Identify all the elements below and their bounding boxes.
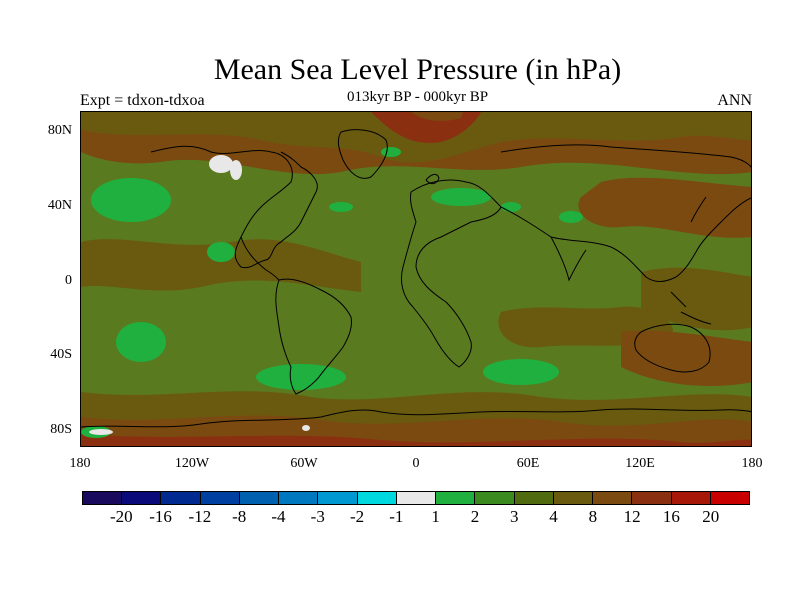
- anomaly-region: [81, 239, 361, 292]
- colorbar-box: [279, 492, 319, 504]
- anomaly-region: [621, 330, 751, 386]
- coastline: [670, 196, 712, 325]
- colorbar-box: [318, 492, 358, 504]
- colorbar-label: -8: [232, 507, 247, 526]
- season-label: ANN: [717, 92, 752, 109]
- anomaly-region: [207, 242, 235, 262]
- anomaly-region: [501, 202, 521, 212]
- colorbar-box: [239, 492, 280, 504]
- anomaly-region: [230, 160, 242, 180]
- colorbar: [82, 491, 750, 505]
- colorbar-label: -2: [349, 507, 365, 526]
- colorbar-label: 16: [662, 507, 680, 526]
- colorbar-box: [83, 492, 123, 504]
- lon-label-120w: 120W: [174, 456, 210, 471]
- anomaly-region: [81, 434, 751, 446]
- colorbar-box: [710, 492, 749, 504]
- coastline: [337, 129, 388, 179]
- pressure-anomaly-map: [81, 112, 751, 446]
- anomaly-region: [302, 425, 310, 431]
- anomaly-region: [89, 429, 113, 435]
- colorbar-label: -12: [188, 507, 212, 526]
- coastline: [275, 278, 352, 395]
- colorbar-box: [357, 492, 397, 504]
- colorbar-label: 12: [623, 507, 641, 526]
- colorbar-box: [436, 492, 476, 504]
- anomaly-fills: [81, 112, 751, 446]
- colorbar-box: [671, 492, 711, 504]
- colorbar-label: 4: [549, 507, 558, 526]
- lon-label-60e: 60E: [516, 456, 540, 471]
- colorbar-box: [632, 492, 672, 504]
- plot-subtitle: 013kyr BP - 000kyr BP: [346, 89, 489, 105]
- colorbar-box: [396, 492, 437, 504]
- lon-label-120e: 120E: [625, 456, 655, 471]
- lon-label-0: 0: [412, 456, 420, 471]
- anomaly-region: [329, 202, 353, 212]
- anomaly-region: [91, 178, 171, 222]
- colorbar-box: [514, 492, 554, 504]
- colorbar-label: -16: [149, 507, 172, 526]
- colorbar-label: 20: [702, 507, 720, 526]
- colorbar-box: [161, 492, 201, 504]
- anomaly-region: [209, 155, 233, 173]
- lat-label-0: 0: [65, 273, 72, 288]
- coastlines: [81, 129, 751, 428]
- coastline: [150, 145, 318, 269]
- anomaly-region: [411, 112, 463, 121]
- colorbar-label: -3: [310, 507, 325, 526]
- colorbar-box: [475, 492, 515, 504]
- coastline: [634, 323, 711, 373]
- lat-label-80n: 80N: [47, 123, 72, 138]
- lat-label-40s: 40S: [50, 347, 72, 362]
- anomaly-region: [256, 364, 346, 390]
- colorbar-label: -20: [109, 507, 133, 526]
- coastline: [550, 236, 587, 282]
- anomaly-region: [559, 211, 583, 223]
- colorbar-box: [122, 492, 162, 504]
- colorbar-label: 8: [588, 507, 598, 526]
- experiment-label: Expt = tdxon-tdxoa: [80, 92, 205, 109]
- anomaly-region: [578, 177, 751, 238]
- colorbar-box: [593, 492, 633, 504]
- anomaly-region: [381, 147, 401, 157]
- lon-label-180w: 180: [69, 456, 91, 471]
- anomaly-region: [116, 322, 166, 362]
- anomaly-region: [641, 267, 751, 331]
- coastline: [81, 408, 751, 428]
- anomaly-region: [431, 188, 491, 206]
- colorbar-label: -1: [389, 507, 404, 526]
- coastline: [240, 236, 280, 281]
- coastline: [400, 179, 502, 368]
- colorbar-box: [200, 492, 240, 504]
- coastline: [500, 144, 751, 282]
- colorbar-box: [553, 492, 594, 504]
- plot-title: Mean Sea Level Pressure (in hPa): [213, 53, 622, 86]
- colorbar-label: 2: [470, 507, 480, 526]
- lon-label-180e: 180: [741, 456, 763, 471]
- anomaly-region: [483, 359, 559, 385]
- lon-label-60w: 60W: [290, 456, 318, 471]
- coastline: [425, 173, 440, 185]
- lat-label-40n: 40N: [47, 198, 72, 213]
- colorbar-label: -4: [271, 507, 286, 526]
- colorbar-label: 1: [431, 507, 440, 526]
- lat-label-80s: 80S: [50, 422, 72, 437]
- colorbar-label: 3: [509, 507, 519, 526]
- map-panel: [80, 111, 752, 447]
